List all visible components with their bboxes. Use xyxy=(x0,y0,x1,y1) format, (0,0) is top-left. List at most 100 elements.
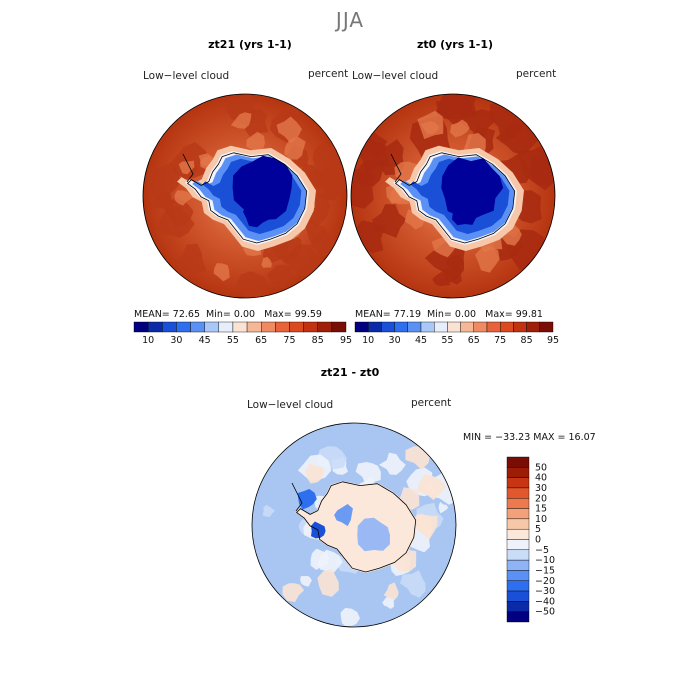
cloud-patch-high xyxy=(312,144,340,179)
colorbar-tick-label: 0 xyxy=(535,535,541,546)
cloud-patch-high xyxy=(530,155,555,186)
diff-panel-title: zt21 - zt0 xyxy=(320,366,380,379)
cloud-patch-mid xyxy=(178,160,195,175)
colorbar-tick-label: 65 xyxy=(255,335,267,346)
colorbar-tick-label: 10 xyxy=(142,335,154,346)
cloud-patch-mid xyxy=(276,116,302,144)
colorbar-swatch xyxy=(420,321,435,333)
ice-core-zero-2 xyxy=(243,199,272,228)
panel1-map-border xyxy=(142,93,348,299)
colorbar-swatch xyxy=(506,580,530,592)
colorbar-tick-label: −50 xyxy=(535,607,555,618)
cloud-patch-high xyxy=(281,102,301,124)
colorbar-tick-label: 40 xyxy=(535,473,547,484)
panel2-variable-label: Low−level cloud xyxy=(352,70,439,82)
cloud-patch-high xyxy=(236,271,269,298)
diff-units-label: percent xyxy=(411,397,452,409)
diff-patch xyxy=(400,570,426,598)
colorbar-swatch xyxy=(394,321,409,333)
diff-positive-patch xyxy=(417,513,438,540)
cloud-patch-high xyxy=(178,243,207,277)
colorbar-tick-label: 75 xyxy=(283,335,295,346)
panel2-title: zt0 (yrs 1-1) xyxy=(416,38,494,51)
cloud-patch-mid xyxy=(213,263,230,282)
colorbar-tick-label: −15 xyxy=(535,565,555,576)
panel1-title: zt21 (yrs 1-1) xyxy=(208,38,292,51)
colorbar-swatch xyxy=(331,321,347,333)
cloud-patch-mid xyxy=(420,121,440,135)
cloud-patch-high xyxy=(489,98,532,143)
colorbar-swatch xyxy=(147,321,163,333)
colorbar-swatch xyxy=(133,321,149,333)
colorbar-tick-label: −30 xyxy=(535,586,555,597)
diff-patch xyxy=(300,575,312,587)
colorbar-swatch xyxy=(526,321,540,333)
diff-negative-coast xyxy=(334,504,353,527)
diff-minmax-text: MIN = −33.23 MAX = 16.07 xyxy=(463,432,596,443)
colorbar-tick-label: 5 xyxy=(535,524,541,535)
colorbar-swatch xyxy=(246,321,262,333)
colorbar-tick-label: 30 xyxy=(170,335,182,346)
colorbar-swatch xyxy=(368,321,382,333)
colorbar-swatch xyxy=(539,321,554,333)
antarctica-coastline xyxy=(295,481,417,573)
colorbar-tick-label: −5 xyxy=(535,545,549,556)
colorbar-swatch xyxy=(354,321,369,333)
colorbar-swatch xyxy=(486,321,501,333)
diff-variable-label: Low−level cloud xyxy=(247,399,334,411)
colorbar-swatch xyxy=(506,590,530,602)
colorbar-swatch xyxy=(506,528,530,540)
colorbar-tick-label: 45 xyxy=(415,335,427,346)
colorbar-tick-label: −10 xyxy=(535,555,555,566)
colorbar-tick-label: 55 xyxy=(441,335,453,346)
panel1-map xyxy=(143,94,347,298)
diff-map-border xyxy=(251,422,457,628)
cloud-patch-mid xyxy=(475,245,500,273)
panel1-stats: MEAN= 72.65 Min= 0.00 Max= 99.59 xyxy=(134,309,322,320)
colorbar-swatch xyxy=(506,477,530,489)
colorbar-tick-label: 20 xyxy=(535,493,547,504)
peninsula-coastline xyxy=(390,153,402,183)
colorbar-tick-label: 10 xyxy=(535,514,547,525)
cloud-patch-high xyxy=(283,244,325,277)
panel2-max-value: 99.81 xyxy=(515,309,543,320)
colorbar-swatch xyxy=(204,321,220,333)
colorbar-tick-label: −40 xyxy=(535,596,555,607)
colorbar-swatch xyxy=(162,321,177,333)
diff-patch xyxy=(355,462,381,485)
diff-positive-patch xyxy=(305,463,325,484)
diff-land xyxy=(295,480,417,573)
cloud-patch-mid xyxy=(230,112,252,129)
panel1-units-label: percent xyxy=(308,68,349,80)
antarctica-coastline xyxy=(186,152,308,244)
peninsula-coastline xyxy=(182,153,194,183)
cloud-patch-high xyxy=(435,98,458,120)
colorbar-swatch xyxy=(303,321,318,333)
colorbar-swatch xyxy=(506,570,530,581)
panel2-stats: MEAN= 77.19 Min= 0.00 Max= 99.81 xyxy=(355,309,543,320)
colorbar-swatch xyxy=(218,321,234,333)
colorbar-swatch xyxy=(506,559,530,571)
colorbar-tick-label: 85 xyxy=(521,335,533,346)
diff-strong-negative xyxy=(297,489,317,510)
colorbar-swatch xyxy=(176,321,191,333)
colorbar-swatch xyxy=(506,549,530,561)
panel1-min-value: 0.00 xyxy=(233,309,256,320)
diff-positive-patch xyxy=(405,445,431,470)
cloud-patch-mid xyxy=(246,131,266,155)
diff-strong-negative-2 xyxy=(311,521,326,539)
colorbar-swatch xyxy=(289,321,304,333)
panel1-colorbar: 10 30 45 55 65 75 85 95 xyxy=(133,321,352,346)
colorbar-swatch xyxy=(473,321,488,333)
diff-map xyxy=(252,423,456,627)
cloud-patch-high xyxy=(146,163,181,197)
figure-title: JJA xyxy=(335,8,365,32)
colorbar-swatch xyxy=(506,508,530,520)
colorbar-swatch xyxy=(513,321,527,333)
colorbar-tick-label: 15 xyxy=(535,504,547,515)
colorbar-swatch xyxy=(232,321,248,333)
ice-core-zero-2 xyxy=(452,199,480,226)
diff-negative-inland xyxy=(357,517,390,552)
cloud-patch-high xyxy=(351,220,385,254)
